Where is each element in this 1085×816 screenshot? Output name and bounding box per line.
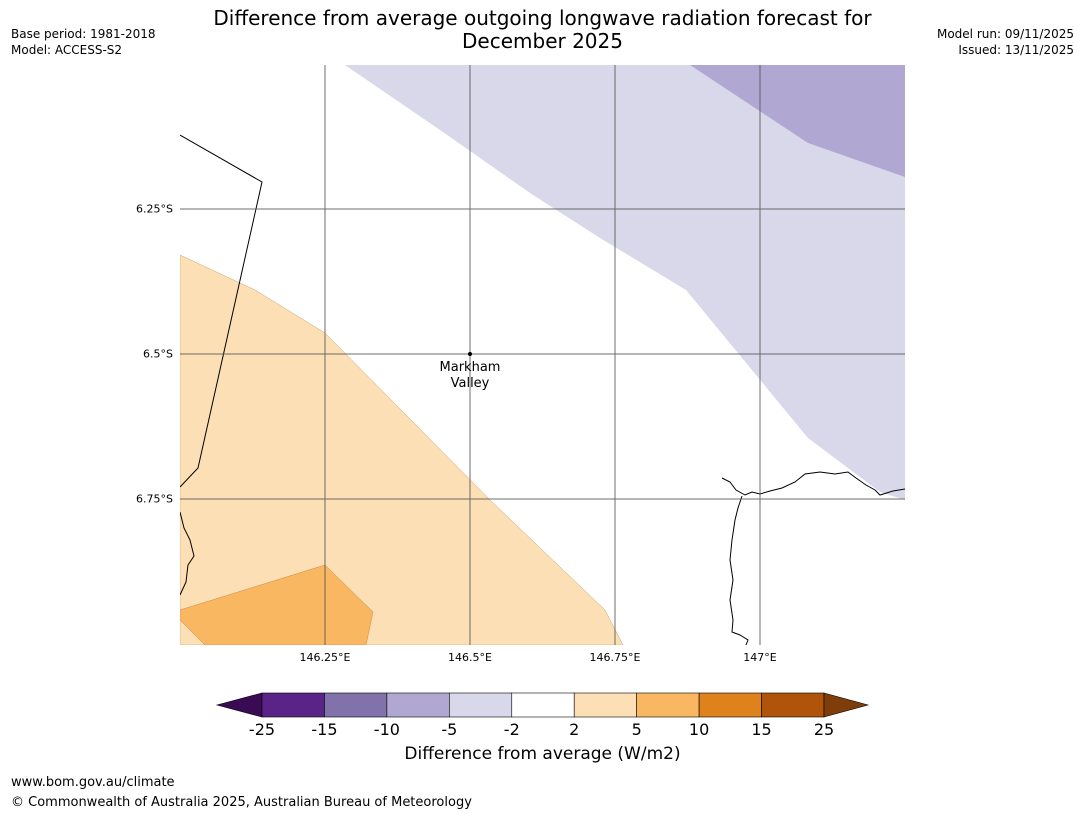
- colorbar-swatch: [761, 692, 825, 718]
- lon-label: 146.5°E: [448, 651, 492, 664]
- coastline: [729, 495, 749, 645]
- colorbar-swatch: [698, 692, 762, 718]
- region-light-orange: [180, 254, 624, 645]
- place-marker: [468, 352, 472, 356]
- colorbar-tick-label: -5: [441, 720, 458, 739]
- colorbar-tick-label: 2: [569, 720, 580, 739]
- colorbar-swatch: [449, 692, 513, 718]
- coastline: [180, 511, 195, 596]
- lon-label: 146.75°E: [589, 651, 641, 664]
- colorbar-extend-max: [823, 692, 870, 718]
- colorbar-tick-label: -15: [311, 720, 338, 739]
- colorbar-swatch: [636, 692, 700, 718]
- colorbar-label: Difference from average (W/m2): [404, 744, 681, 764]
- footer-copyright: © Commonwealth of Australia 2025, Austra…: [11, 795, 472, 810]
- colorbar-tick-label: 5: [631, 720, 642, 739]
- colorbar-swatch: [511, 692, 575, 718]
- meta-left: Base period: 1981-2018 Model: ACCESS-S2: [11, 26, 156, 58]
- colorbar-swatch: [324, 692, 388, 718]
- colorbar-tick-label: 25: [813, 720, 835, 739]
- lat-label: 6.5°S: [143, 347, 173, 361]
- colorbar-tick-label: -2: [503, 720, 520, 739]
- colorbar-tick-label: 10: [688, 720, 710, 739]
- base-period: Base period: 1981-2018: [11, 27, 156, 41]
- issued-date: Issued: 13/11/2025: [958, 43, 1074, 57]
- place-label: Markham Valley: [420, 360, 520, 392]
- model-name: Model: ACCESS-S2: [11, 43, 123, 57]
- colorbar-swatch: [386, 692, 450, 718]
- footer-url[interactable]: www.bom.gov.au/climate: [11, 775, 175, 790]
- colorbar: [215, 692, 870, 718]
- chart-title: Difference from average outgoing longwav…: [213, 6, 872, 53]
- colorbar-swatch: [573, 692, 637, 718]
- place-label-line2: Valley: [450, 376, 490, 391]
- colorbar-tick-label: -25: [248, 720, 276, 739]
- colorbar-swatch: [261, 692, 325, 718]
- model-run: Model run: 09/11/2025: [936, 27, 1074, 41]
- lon-label: 146.25°E: [299, 651, 351, 664]
- region-mid-purple: [690, 65, 905, 177]
- meta-right: Model run: 09/11/2025 Issued: 13/11/2025: [937, 26, 1074, 58]
- lon-label: 147°E: [743, 651, 777, 664]
- graticule: [180, 65, 905, 645]
- colorbar-tick-label: 15: [751, 720, 772, 739]
- region-light-purple: [345, 65, 905, 500]
- colorbar-extend-min: [215, 692, 263, 718]
- lat-label: 6.25°S: [136, 202, 173, 216]
- coastline: [180, 134, 263, 488]
- colorbar-tick-label: -10: [373, 720, 400, 739]
- lat-label: 6.75°S: [136, 492, 173, 506]
- coastline: [721, 471, 905, 496]
- place-label-line1: Markham: [439, 360, 501, 375]
